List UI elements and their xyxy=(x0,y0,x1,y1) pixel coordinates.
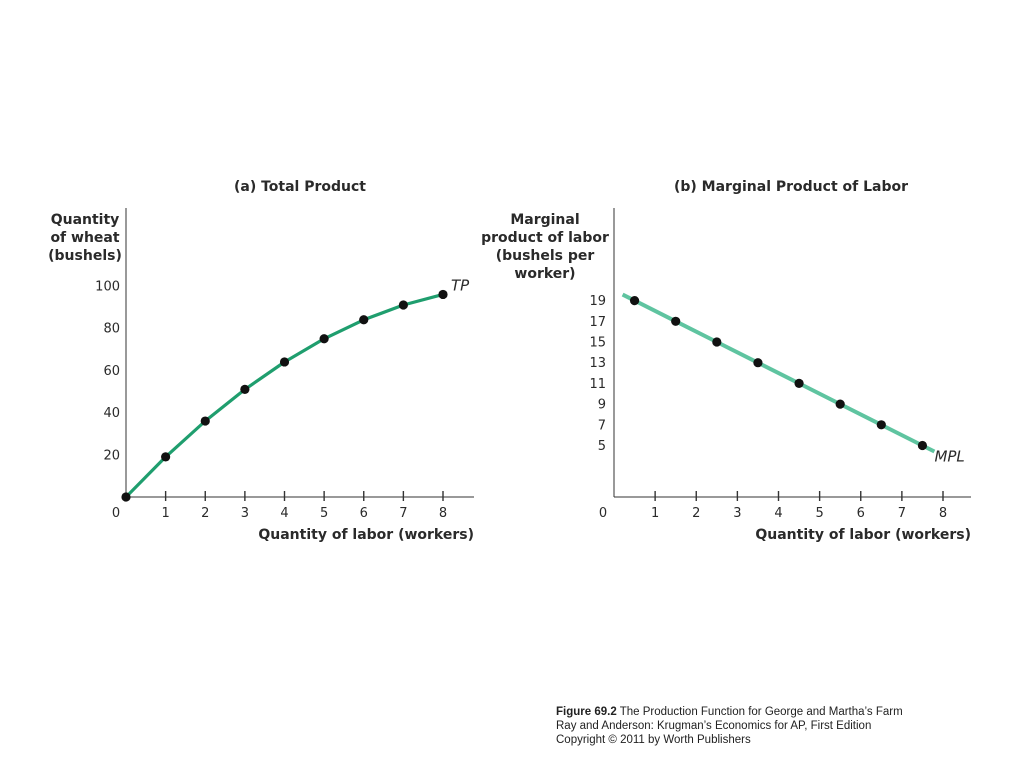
y-tick-label: 13 xyxy=(589,356,606,371)
figure-number: Figure 69.2 xyxy=(556,706,617,718)
series-label-mpl: MPL xyxy=(934,448,964,466)
x-tick-label: 7 xyxy=(399,506,407,521)
y-axis-label-line: of wheat xyxy=(50,230,119,246)
data-point xyxy=(121,492,131,502)
panel-title: (b) Marginal Product of Labor xyxy=(674,179,908,195)
caption-line-1: Figure 69.2 The Production Function for … xyxy=(556,705,996,719)
figure-title: The Production Function for George and M… xyxy=(619,706,903,718)
y-axis-label-line: Marginal xyxy=(510,212,579,228)
data-point xyxy=(161,452,171,462)
x-tick-label: 2 xyxy=(201,506,209,521)
y-tick-label: 40 xyxy=(103,406,120,421)
y-tick-label: 15 xyxy=(589,336,606,351)
x-tick-label: 5 xyxy=(815,506,823,521)
data-point xyxy=(240,384,250,394)
x-tick-label: 1 xyxy=(161,506,169,521)
x-tick-label: 5 xyxy=(320,506,328,521)
y-tick-label: 5 xyxy=(598,439,606,454)
data-point xyxy=(712,337,722,347)
x-tick-label: 0 xyxy=(112,506,120,521)
data-point xyxy=(794,378,804,388)
data-point xyxy=(200,416,210,426)
y-axis-label-line: worker) xyxy=(514,266,575,282)
caption-line-3: Copyright © 2011 by Worth Publishers xyxy=(556,734,751,746)
data-point xyxy=(876,420,886,430)
y-tick-label: 7 xyxy=(598,418,606,433)
data-point xyxy=(753,358,763,368)
data-point xyxy=(398,300,408,310)
y-tick-label: 60 xyxy=(103,364,120,379)
series-label-tp: TP xyxy=(451,276,470,294)
series-line-tp xyxy=(124,292,444,499)
y-tick-label: 100 xyxy=(95,280,120,295)
y-tick-label: 80 xyxy=(103,322,120,337)
x-tick-label: 1 xyxy=(651,506,659,521)
y-tick-label: 19 xyxy=(589,294,606,309)
x-tick-label: 4 xyxy=(774,506,782,521)
y-axis-label-line: (bushels) xyxy=(48,248,122,264)
x-tick-label: 7 xyxy=(898,506,906,521)
data-point xyxy=(917,440,928,451)
data-point xyxy=(835,399,845,409)
figure-caption: Figure 69.2 The Production Function for … xyxy=(556,705,996,747)
x-axis-label: Quantity of labor (workers) xyxy=(258,527,474,543)
data-point xyxy=(359,315,369,325)
series-line-mpl xyxy=(621,292,936,454)
x-tick-label: 3 xyxy=(241,506,249,521)
y-axis-label-line: product of labor xyxy=(481,230,609,246)
x-tick-label: 8 xyxy=(439,506,447,521)
y-axis-label-line: (bushels per xyxy=(496,248,595,264)
data-point xyxy=(671,316,681,326)
data-point xyxy=(438,289,448,300)
x-tick-label: 2 xyxy=(692,506,700,521)
x-tick-label: 3 xyxy=(733,506,741,521)
x-axis-label: Quantity of labor (workers) xyxy=(755,527,971,543)
y-tick-label: 20 xyxy=(103,448,120,463)
x-tick-label: 4 xyxy=(280,506,288,521)
x-tick-label: 6 xyxy=(857,506,865,521)
x-tick-label: 0 xyxy=(599,506,607,521)
panel-a-total-product: (a) Total Product Quantity of wheat (bushel… xyxy=(48,179,474,543)
data-point xyxy=(279,357,290,367)
x-tick-label: 8 xyxy=(939,506,947,521)
x-tick-label: 6 xyxy=(360,506,368,521)
panel-title: (a) Total Product xyxy=(234,179,366,195)
panel-b-marginal-product: (b) Marginal Product of Labor Marginal pro… xyxy=(481,179,971,543)
y-tick-label: 17 xyxy=(589,315,606,330)
y-axis-label-line: Quantity xyxy=(51,212,120,228)
data-point xyxy=(319,334,329,344)
caption-line-2: Ray and Anderson: Krugman’s Economics fo… xyxy=(556,720,872,732)
y-tick-label: 9 xyxy=(598,398,606,413)
data-point xyxy=(629,296,640,306)
y-tick-label: 11 xyxy=(589,377,606,392)
